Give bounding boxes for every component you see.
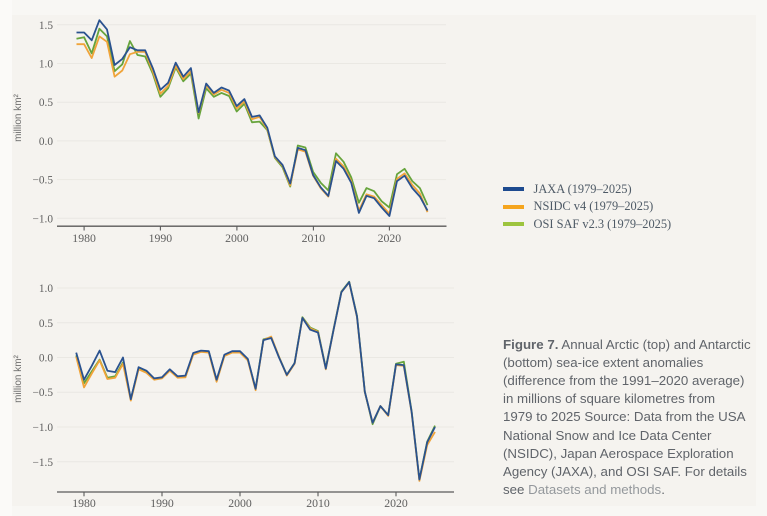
svg-text:1.0: 1.0	[39, 283, 53, 295]
svg-text:2010: 2010	[306, 496, 330, 510]
svg-text:million km²: million km²	[13, 354, 24, 402]
svg-text:0.0: 0.0	[39, 136, 53, 148]
svg-text:−1.5: −1.5	[33, 457, 54, 469]
svg-text:1.0: 1.0	[39, 59, 53, 71]
svg-text:−1.0: −1.0	[33, 422, 54, 434]
svg-text:0.0: 0.0	[39, 353, 53, 365]
svg-text:2000: 2000	[228, 496, 252, 510]
svg-text:2000: 2000	[225, 231, 249, 245]
svg-text:−0.5: −0.5	[33, 175, 54, 187]
svg-text:1.5: 1.5	[39, 20, 53, 32]
svg-text:0.5: 0.5	[39, 318, 53, 330]
svg-text:1990: 1990	[149, 231, 173, 245]
svg-text:2010: 2010	[302, 231, 326, 245]
svg-text:1980: 1980	[72, 231, 96, 245]
svg-text:2020: 2020	[378, 231, 402, 245]
svg-text:million km²: million km²	[13, 93, 24, 141]
svg-text:1990: 1990	[150, 496, 174, 510]
svg-text:0.5: 0.5	[39, 97, 53, 109]
svg-text:−0.5: −0.5	[33, 387, 54, 399]
svg-text:−1.0: −1.0	[33, 213, 54, 225]
svg-text:2020: 2020	[384, 496, 408, 510]
svg-text:1980: 1980	[72, 496, 96, 510]
